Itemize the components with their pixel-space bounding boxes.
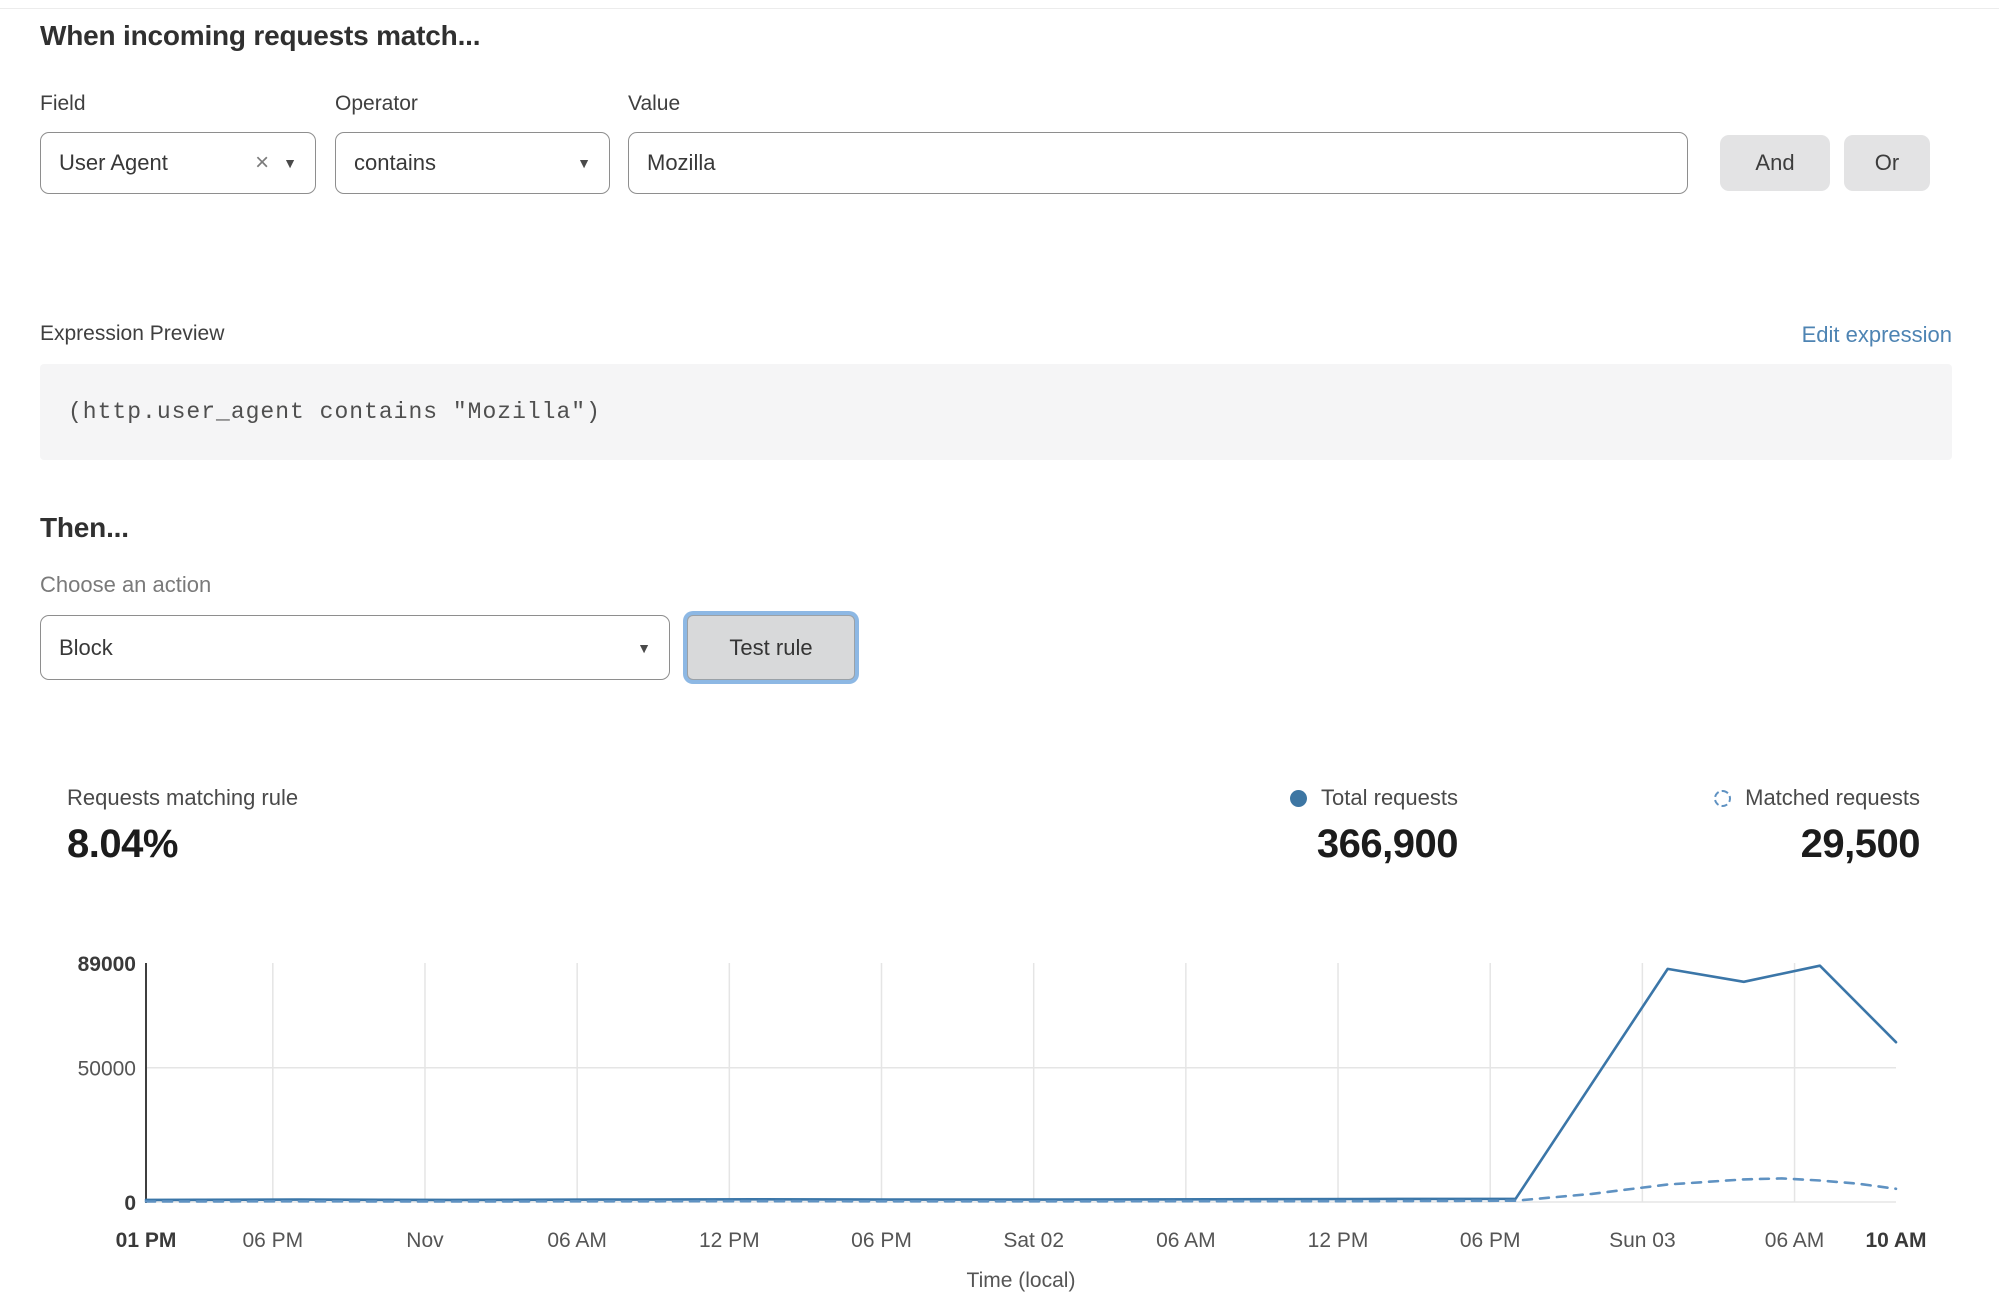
expression-code: (http.user_agent contains "Mozilla") — [68, 399, 601, 425]
svg-text:Sat 02: Sat 02 — [1003, 1229, 1064, 1252]
svg-text:Sun 03: Sun 03 — [1609, 1229, 1676, 1252]
total-requests-legend: Total requests — [1290, 785, 1458, 811]
matched-requests-label: Matched requests — [1745, 785, 1920, 810]
page-title: When incoming requests match... — [40, 20, 481, 51]
operator-select[interactable]: contains ▼ — [335, 132, 610, 194]
svg-text:Time (local): Time (local) — [967, 1269, 1076, 1292]
svg-text:06 AM: 06 AM — [1156, 1229, 1216, 1252]
svg-text:06 PM: 06 PM — [1460, 1229, 1521, 1252]
requests-matching-value: 8.04% — [67, 822, 178, 866]
svg-text:01 PM: 01 PM — [116, 1229, 177, 1252]
then-title: Then... — [40, 512, 129, 543]
total-requests-dot-icon — [1290, 789, 1308, 807]
field-select-value: User Agent — [59, 150, 168, 175]
svg-text:06 PM: 06 PM — [242, 1229, 303, 1252]
section-top-divider — [0, 8, 1999, 9]
expression-preview-label: Expression Preview — [40, 322, 225, 345]
matched-requests-circle-icon — [1714, 789, 1732, 807]
edit-expression-link[interactable]: Edit expression — [1801, 322, 1952, 347]
svg-text:12 PM: 12 PM — [1308, 1229, 1369, 1252]
operator-label: Operator — [335, 92, 418, 115]
operator-select-value: contains — [354, 150, 436, 175]
test-rule-button[interactable]: Test rule — [687, 615, 855, 680]
and-button[interactable]: And — [1720, 135, 1830, 191]
total-requests-value: 366,900 — [1316, 822, 1459, 866]
svg-text:06 PM: 06 PM — [851, 1229, 912, 1252]
svg-text:12 PM: 12 PM — [699, 1229, 760, 1252]
or-button[interactable]: Or — [1844, 135, 1930, 191]
svg-text:10 AM: 10 AM — [1865, 1229, 1926, 1252]
svg-text:0: 0 — [124, 1192, 136, 1215]
field-select[interactable]: User Agent × ▼ — [40, 132, 316, 194]
choose-action-label: Choose an action — [40, 572, 212, 597]
value-input[interactable] — [628, 132, 1688, 194]
action-select-value: Block — [59, 634, 113, 660]
svg-text:89000: 89000 — [78, 953, 136, 976]
chevron-down-icon: ▼ — [283, 155, 297, 171]
action-select[interactable]: Block ▼ — [40, 615, 670, 680]
requests-matching-label: Requests matching rule — [67, 785, 299, 810]
clear-icon[interactable]: × — [255, 149, 270, 176]
svg-text:Nov: Nov — [406, 1229, 444, 1252]
svg-text:50000: 50000 — [78, 1058, 136, 1081]
total-requests-label: Total requests — [1321, 785, 1458, 810]
chevron-down-icon: ▼ — [577, 155, 591, 171]
matched-requests-value: 29,500 — [1800, 822, 1921, 866]
expression-code-box: (http.user_agent contains "Mozilla") — [40, 364, 1952, 460]
svg-text:06 AM: 06 AM — [547, 1229, 607, 1252]
value-label: Value — [628, 92, 681, 115]
matched-requests-legend: Matched requests — [1714, 785, 1920, 811]
chevron-down-icon: ▼ — [637, 639, 651, 656]
svg-text:06 AM: 06 AM — [1765, 1229, 1825, 1252]
requests-line-chart: 0 50000 89000 01 PM 06 PM Nov 06 AM 12 PM 06 PM S… — [78, 953, 1927, 1292]
field-label: Field — [40, 92, 86, 115]
